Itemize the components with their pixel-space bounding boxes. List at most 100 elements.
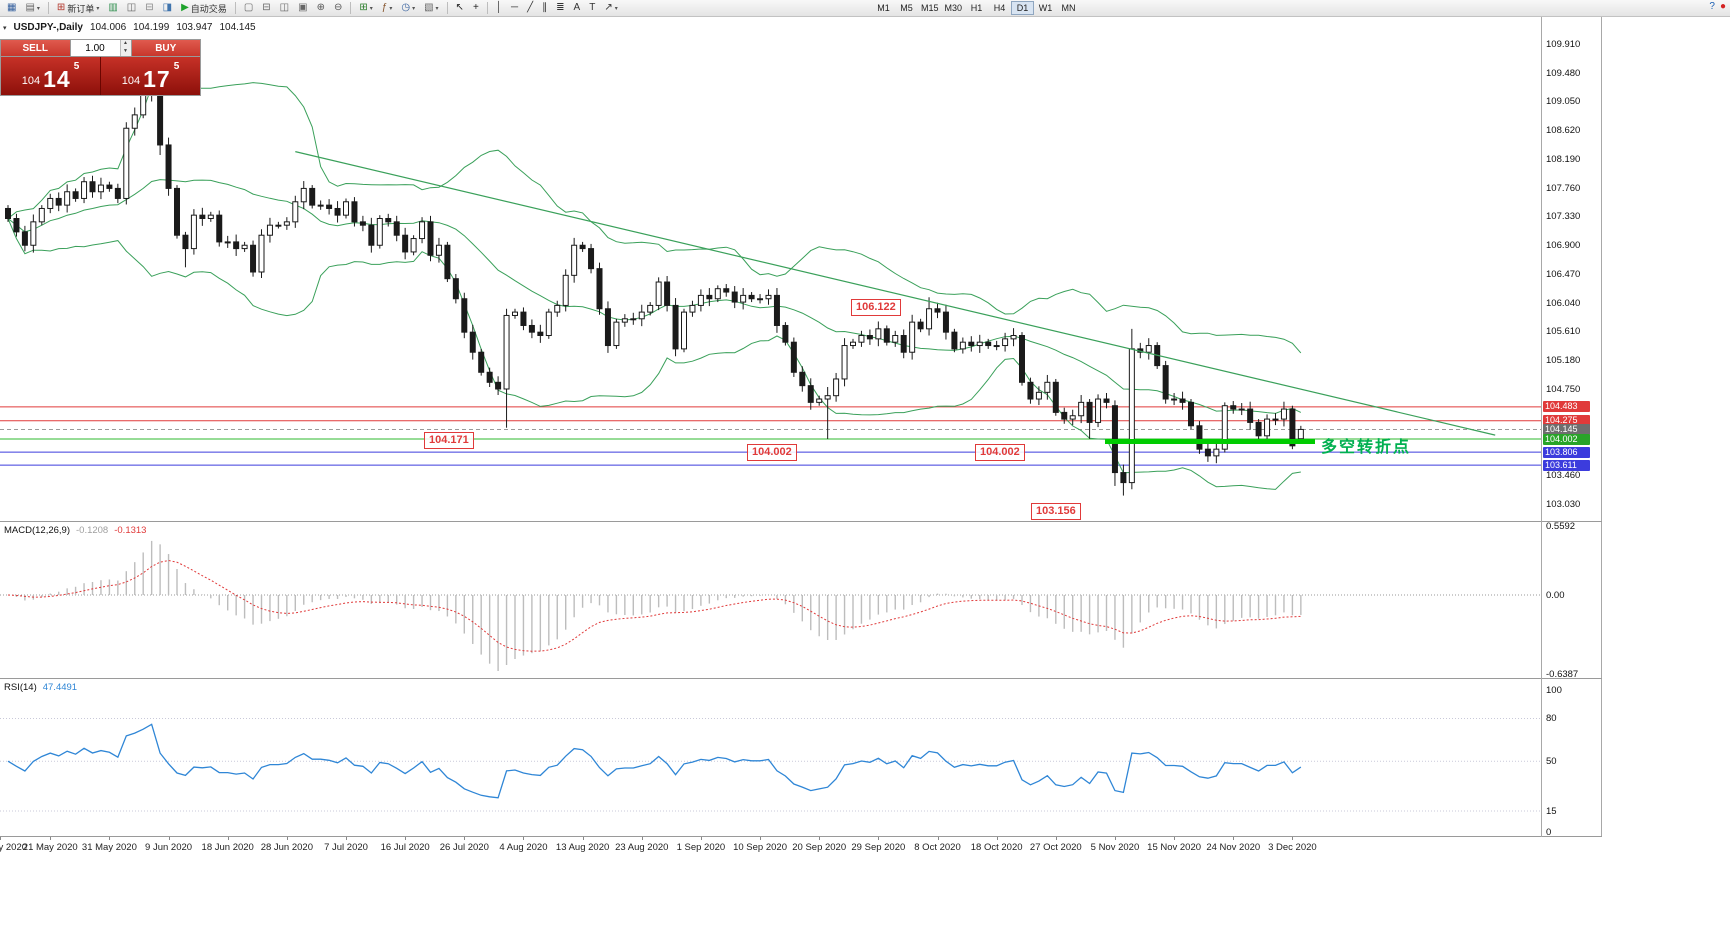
date-label: 24 Nov 2020 xyxy=(1206,842,1261,853)
macd-panel-separator[interactable] xyxy=(0,521,1602,522)
timeframe-h1[interactable]: H1 xyxy=(970,3,983,13)
periods-icon[interactable]: ◷ ▾ xyxy=(397,1,419,16)
toolbar-separator xyxy=(486,2,488,14)
date-tick xyxy=(819,837,821,840)
volume-field[interactable]: 1.00 ▲ ▼ xyxy=(69,40,132,56)
timeframe-m5[interactable]: M5 xyxy=(900,3,913,13)
tile-vertically-icon: ◫ xyxy=(279,2,290,13)
cursor-icon: ↖ xyxy=(455,2,464,13)
date-label: 8 Oct 2020 xyxy=(914,842,961,853)
timeframe-m15[interactable]: M15 xyxy=(921,3,939,13)
candlestick-chart[interactable] xyxy=(0,17,1541,521)
text-label-icon[interactable]: T xyxy=(585,1,599,16)
profiles-icon: ▤ xyxy=(25,2,35,13)
date-label: 21 May 2020 xyxy=(22,842,78,853)
date-label: 3 Dec 2020 xyxy=(1268,842,1317,853)
zoom-out-icon[interactable]: ⊖ xyxy=(330,1,346,16)
date-label: 27 Oct 2020 xyxy=(1029,842,1082,853)
zoom-in-icon[interactable]: ⊕ xyxy=(313,1,329,16)
price-scale-label: 109.910 xyxy=(1546,39,1581,50)
toolbar-separator xyxy=(234,2,236,14)
arrows-icon[interactable]: ↗ ▾ xyxy=(600,1,621,16)
date-tick xyxy=(1233,837,1235,840)
indicators-icon[interactable]: ƒ ▾ xyxy=(378,1,397,16)
price-scale-label: 107.330 xyxy=(1546,211,1581,223)
buy-button[interactable]: BUY xyxy=(131,40,200,56)
autotrading-button[interactable]: ▶ 自动交易 xyxy=(177,1,231,16)
date-axis-separator xyxy=(0,836,1602,837)
turning-point-label[interactable]: 多空转折点 xyxy=(1321,438,1412,456)
date-tick xyxy=(700,837,702,840)
turning-point-line[interactable] xyxy=(1105,438,1315,444)
macd-indicator-chart[interactable] xyxy=(0,522,1541,678)
cascade-windows-icon[interactable]: ▢ xyxy=(240,1,257,16)
navigator-icon[interactable]: ⊟ xyxy=(141,1,157,16)
price-annotation-box[interactable]: 106.122 xyxy=(851,299,901,316)
horizontal-line-icon[interactable]: ─ xyxy=(507,1,522,16)
price-annotation-box[interactable]: 104.171 xyxy=(424,432,474,449)
timeframe-mn[interactable]: MN xyxy=(1061,3,1076,13)
macd-scale-label: 0.00 xyxy=(1546,590,1565,601)
sell-price-button[interactable]: 104 14 5 xyxy=(1,57,100,95)
timeframe-h4[interactable]: H4 xyxy=(993,3,1006,13)
volume-down-icon[interactable]: ▼ xyxy=(120,48,131,56)
date-label: 16 Jul 2020 xyxy=(380,842,430,853)
arrange-icons-icon: ▣ xyxy=(298,2,308,13)
rsi-label-row: RSI(14) 47.4491 xyxy=(4,682,77,693)
connection-status-icon[interactable]: ● xyxy=(1719,1,1726,12)
arrange-icons-icon[interactable]: ▣ xyxy=(294,1,311,16)
date-tick xyxy=(286,837,288,840)
timeframe-d1[interactable]: D1 xyxy=(1011,1,1035,15)
date-label: 29 Sep 2020 xyxy=(851,842,906,853)
price-annotation-box[interactable]: 103.156 xyxy=(1031,503,1081,520)
profiles-icon[interactable]: ▤ ▾ xyxy=(21,1,43,16)
price-scale-label: 108.620 xyxy=(1546,125,1581,137)
tile-vertically-icon[interactable]: ◫ xyxy=(276,1,293,16)
volume-value[interactable]: 1.00 xyxy=(85,42,105,54)
trendline-icon[interactable]: ╱ xyxy=(523,1,537,16)
date-tick xyxy=(227,837,229,840)
caret-down-icon: ▾ xyxy=(614,5,618,12)
one-click-collapse-icon[interactable]: ▾ xyxy=(3,24,7,32)
fibonacci-icon[interactable]: ≣ xyxy=(552,1,568,16)
templates-icon[interactable]: ▧ ▾ xyxy=(420,1,442,16)
tile-horizontally-icon[interactable]: ⊟ xyxy=(258,1,274,16)
terminal-icon: ◨ xyxy=(162,2,173,13)
timeframe-m30[interactable]: M30 xyxy=(944,3,963,13)
rsi-panel-separator[interactable] xyxy=(0,678,1602,679)
vertical-line-icon[interactable]: │ xyxy=(492,1,506,16)
date-label: 26 Jul 2020 xyxy=(439,842,489,853)
price-scale-label: 103.460 xyxy=(1546,470,1581,482)
price-annotation-box[interactable]: 104.002 xyxy=(747,444,797,461)
price-axis-border xyxy=(1541,17,1542,857)
buy-price-button[interactable]: 104 17 5 xyxy=(100,57,200,95)
price-scale-label: 107.760 xyxy=(1546,182,1581,194)
help-icon[interactable]: ? xyxy=(1709,1,1715,12)
data-window-icon[interactable]: ◫ xyxy=(123,1,140,16)
new-chart-icon[interactable]: ▦ xyxy=(3,1,20,16)
terminal-icon[interactable]: ◨ xyxy=(159,1,176,16)
date-tick xyxy=(50,837,52,840)
vertical-line-icon: │ xyxy=(495,2,503,13)
sell-button[interactable]: SELL xyxy=(1,40,70,56)
equidistant-channel-icon[interactable]: ∥ xyxy=(538,1,551,16)
timeframe-m1[interactable]: M1 xyxy=(877,3,890,13)
price-scale-label: 106.470 xyxy=(1546,268,1581,280)
date-tick xyxy=(1292,837,1294,840)
crosshair-icon[interactable]: + xyxy=(469,1,483,16)
new-order-button[interactable]: ⊞ 新订单 ▾ xyxy=(53,1,103,16)
timeframe-group: M1 M5 M15 M30 H1 H4 D1 W1 MN xyxy=(872,1,1080,15)
volume-up-icon[interactable]: ▲ xyxy=(120,40,131,48)
rsi-indicator-chart[interactable] xyxy=(0,679,1541,836)
market-watch-icon[interactable]: ▥ xyxy=(104,1,121,16)
cursor-icon[interactable]: ↖ xyxy=(452,1,468,16)
price-axis[interactable]: 109.910 109.480 109.050 108.620 108.190 107.7… xyxy=(1542,17,1602,857)
price-annotation-box[interactable]: 104.002 xyxy=(975,444,1025,461)
rsi-scale-label: 80 xyxy=(1546,713,1557,725)
text-icon[interactable]: A xyxy=(570,1,585,16)
date-label: 10 Sep 2020 xyxy=(733,842,787,853)
new-window-icon[interactable]: ⊞ ▾ xyxy=(355,1,376,16)
timeframe-w1[interactable]: W1 xyxy=(1038,3,1053,13)
templates-icon: ▧ xyxy=(424,2,434,13)
